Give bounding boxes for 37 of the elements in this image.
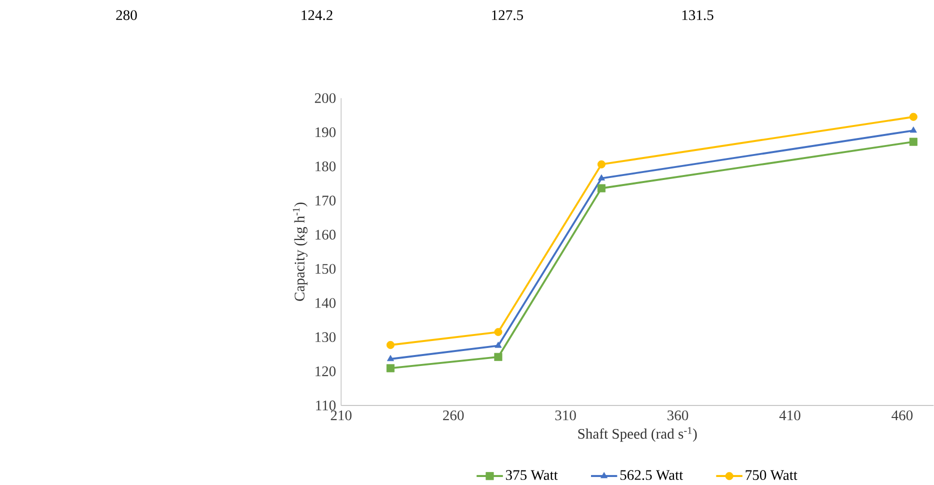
- y-tick-label: 140: [316, 298, 336, 308]
- legend-label: 375 Watt: [506, 470, 558, 480]
- point: [910, 126, 917, 133]
- text: 127.5: [492, 10, 523, 20]
- y-tick-label: 110: [316, 400, 336, 410]
- point: [494, 352, 502, 361]
- point: [598, 174, 605, 180]
- x-axis-title: Shaft Speed (rad s$^{-1}$): [578, 427, 697, 442]
- legend-label: 750 Watt: [746, 470, 798, 480]
- point: [386, 354, 394, 362]
- x-tick-label: 260: [443, 410, 464, 420]
- y-tick-label: 120: [316, 366, 336, 376]
- text: 280: [116, 10, 137, 20]
- x-tick-label: 360: [668, 410, 688, 420]
- y-tick-label: 130: [316, 332, 336, 342]
- y-tick-label: 200: [314, 93, 336, 103]
- text: 124.2: [302, 10, 332, 20]
- point: [909, 112, 918, 121]
- y-tick-label: 190: [316, 127, 336, 138]
- point: [494, 342, 502, 348]
- point: [597, 184, 606, 192]
- point: [386, 340, 395, 349]
- y-axis-title: Capacity (kg h$^{-1}$): [292, 202, 308, 301]
- point: [494, 328, 502, 336]
- y-tick-label: 170: [316, 196, 336, 206]
- y-tick-label: 180: [316, 161, 336, 172]
- y-tick-label: 160: [316, 230, 336, 240]
- x-tick-label: 310: [555, 410, 576, 420]
- x-tick-label: 210: [330, 410, 352, 420]
- legend-label: 562.5 Watt: [620, 470, 684, 480]
- x-tick-label: 460: [892, 410, 913, 420]
- point: [909, 138, 918, 146]
- y-tick-label: 150: [316, 264, 336, 274]
- point: [597, 160, 606, 168]
- x-tick-label: 410: [779, 410, 800, 420]
- text: 131.5: [682, 10, 714, 20]
- point: [386, 364, 395, 372]
